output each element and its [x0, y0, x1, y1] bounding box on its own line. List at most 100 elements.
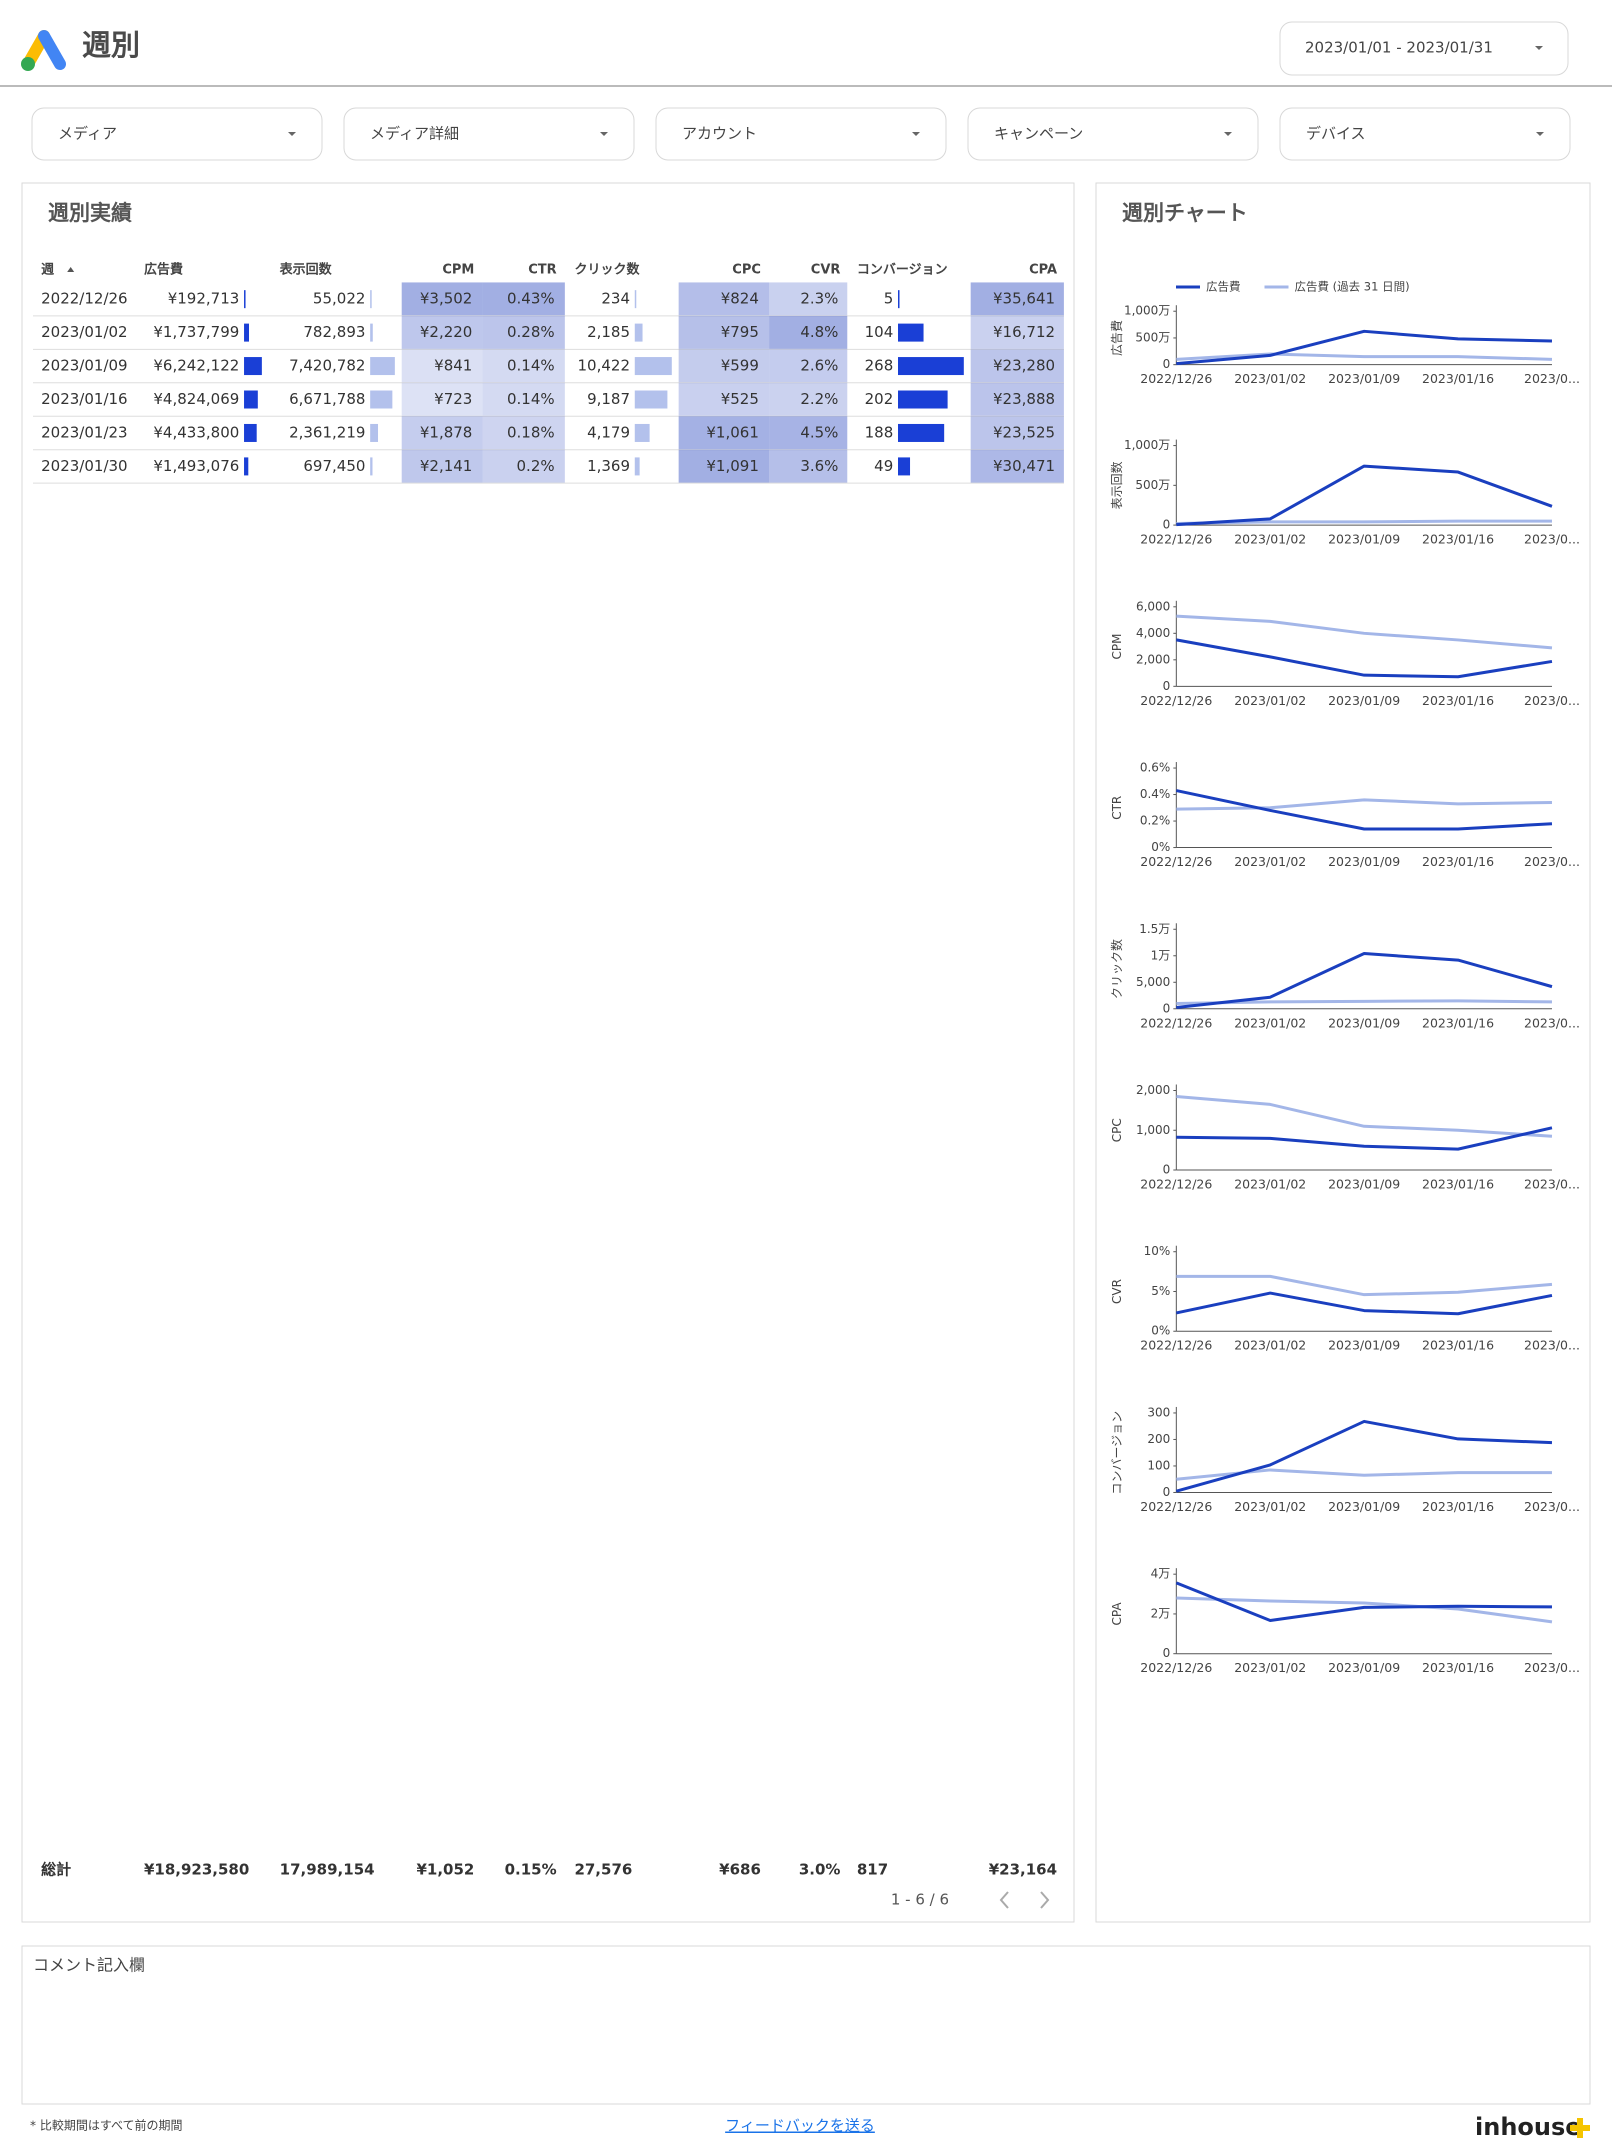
- heat-cell: [769, 449, 848, 484]
- dropdown-arrow[interactable]: [288, 132, 296, 136]
- date-picker[interactable]: 2023/01/01 - 2023/01/31: [1279, 21, 1569, 76]
- table-cell: 2023/01/02: [41, 323, 127, 341]
- table-cell: ¥2,141: [420, 457, 473, 475]
- dropdown-arrow[interactable]: [1535, 46, 1543, 50]
- x-tick-label: 2023/0...: [1524, 1660, 1580, 1675]
- y-axis-label: CPC: [1110, 1118, 1124, 1142]
- table-title: 週別実績: [48, 201, 132, 225]
- x-tick-label: 2022/12/26: [1140, 371, 1212, 386]
- table-cell: 2,185: [587, 323, 630, 341]
- filter-box[interactable]: [1279, 107, 1571, 161]
- dropdown-arrow[interactable]: [912, 132, 920, 136]
- date-box[interactable]: [1279, 21, 1569, 76]
- table-cell: 104: [865, 323, 894, 341]
- sort-indicator[interactable]: [67, 267, 75, 272]
- table-cell: 234: [601, 290, 630, 308]
- footer-note: * 比較期間はすべて前の期間: [30, 2118, 183, 2133]
- heat-cell: [401, 449, 483, 484]
- table-cell: ¥795: [721, 323, 759, 341]
- heat-cell: [769, 416, 848, 450]
- heat-cell: [401, 349, 483, 383]
- total-cell: ¥18,923,580: [144, 1861, 249, 1879]
- column-header[interactable]: 週: [41, 263, 54, 278]
- data-bar: [370, 457, 373, 476]
- total-cell: 総計: [41, 1861, 71, 1879]
- heat-cell: [482, 382, 565, 417]
- dropdown-arrow[interactable]: [1536, 132, 1544, 136]
- y-tick-label: 300: [1147, 1405, 1170, 1419]
- next-page[interactable]: [1040, 1891, 1050, 1909]
- heat-cell: [482, 282, 565, 316]
- heat-cell: [678, 449, 770, 484]
- table-cell: 2022/12/26: [41, 290, 127, 308]
- heat-cell: [769, 282, 848, 316]
- x-tick-label: 2023/0...: [1524, 1177, 1580, 1192]
- data-bar: [634, 323, 643, 342]
- y-tick-label: 1,000万: [1124, 438, 1170, 452]
- y-tick-label: 0: [1163, 1485, 1171, 1499]
- data-bar: [898, 457, 911, 476]
- x-tick-label: 2023/0...: [1524, 532, 1580, 547]
- prev-page[interactable]: [999, 1891, 1009, 1909]
- dropdown-arrow[interactable]: [600, 132, 608, 136]
- series-line: [1176, 1596, 1553, 1624]
- data-bar: [634, 457, 640, 476]
- table-cell: 697,450: [303, 457, 365, 475]
- filter-label[interactable]: メディア詳細: [370, 125, 459, 143]
- y-tick-label: 500万: [1135, 478, 1170, 492]
- table-cell: ¥23,525: [993, 423, 1055, 441]
- date-range[interactable]: 2023/01/01 - 2023/01/31: [1305, 39, 1493, 57]
- filter-box[interactable]: [967, 107, 1259, 161]
- table-cell: 268: [865, 357, 894, 375]
- data-bar: [244, 290, 246, 309]
- y-tick-label: 4,000: [1136, 626, 1170, 640]
- filter-label[interactable]: アカウント: [682, 125, 757, 143]
- y-tick-label: 1万: [1151, 948, 1171, 962]
- logo: [21, 30, 66, 71]
- y-tick-label: 1.5万: [1139, 922, 1170, 936]
- data-bar: [898, 423, 945, 442]
- y-tick-label: 0%: [1151, 840, 1170, 854]
- heat-cell: [678, 382, 770, 417]
- filter-box[interactable]: [31, 107, 323, 161]
- x-tick-label: 2023/0...: [1524, 371, 1580, 386]
- table-cell: ¥35,641: [993, 290, 1055, 308]
- table-cell: 0.14%: [507, 390, 555, 408]
- filter-label[interactable]: キャンペーン: [994, 125, 1083, 143]
- dropdown-arrow[interactable]: [1224, 132, 1232, 136]
- heat-cell: [482, 349, 565, 383]
- feedback-link[interactable]: フィードバックを送る: [725, 2117, 875, 2135]
- filter-label[interactable]: メディア: [58, 125, 117, 143]
- filter-box[interactable]: [343, 107, 635, 161]
- filter-box[interactable]: [655, 107, 947, 161]
- x-tick-label: 2023/01/16: [1422, 1338, 1494, 1353]
- column-header: コンバージョン: [857, 263, 948, 278]
- y-tick-label: 0: [1163, 357, 1171, 371]
- y-axis-label: CTR: [1110, 796, 1124, 820]
- brand-plus: [1570, 2118, 1590, 2138]
- x-tick-label: 2023/01/09: [1328, 854, 1400, 869]
- heat-cell: [970, 449, 1064, 484]
- heat-cell: [401, 282, 483, 316]
- table-cell: 49: [874, 457, 893, 475]
- table-cell: 188: [865, 423, 894, 441]
- table-cell: ¥192,713: [168, 290, 240, 308]
- x-tick-label: 2023/01/02: [1234, 1177, 1306, 1192]
- column-header: 表示回数: [279, 262, 333, 278]
- table-cell: ¥16,712: [993, 323, 1055, 341]
- y-axis-label: 表示回数: [1109, 461, 1124, 509]
- y-tick-label: 2万: [1151, 1606, 1171, 1620]
- data-bar: [244, 423, 257, 442]
- table-cell: 2.2%: [800, 390, 838, 408]
- x-tick-label: 2022/12/26: [1140, 1660, 1212, 1675]
- table-cell: 6,671,788: [289, 390, 365, 408]
- table-cell: ¥3,502: [420, 290, 473, 308]
- total-cell: ¥1,052: [416, 1861, 474, 1879]
- y-tick-label: 5,000: [1136, 975, 1170, 989]
- table-cell: 10,422: [578, 357, 631, 375]
- x-tick-label: 2023/0...: [1524, 1015, 1580, 1030]
- x-tick-label: 2022/12/26: [1140, 1338, 1212, 1353]
- filter-label[interactable]: デバイス: [1306, 125, 1366, 143]
- heat-cell: [678, 349, 770, 383]
- chart-panel-title: 週別チャート: [1122, 201, 1248, 225]
